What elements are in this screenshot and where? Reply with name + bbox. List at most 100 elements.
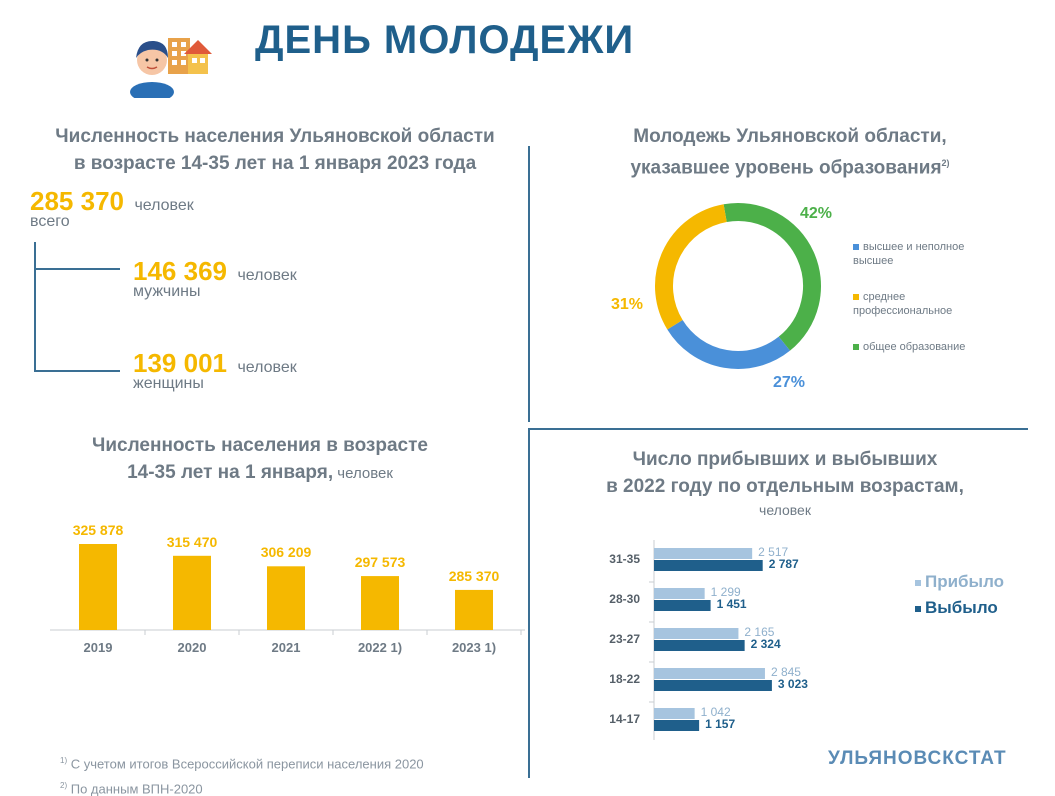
education-title-line2: указавшее уровень образования2) (560, 150, 1020, 181)
population-title: Численность населения Ульяновской област… (20, 123, 530, 177)
tree-vertical-line (34, 242, 36, 372)
age-group-label: 28-30 (609, 592, 640, 606)
age-group-label: 31-35 (609, 552, 640, 566)
female-block: 139 001 человек женщины (133, 348, 297, 393)
migration-title-unit: человек (759, 502, 811, 518)
bar-category-label: 2023 1) (451, 640, 497, 655)
migration-title-line2: в 2022 году по отдельным возрастам, (606, 476, 964, 497)
donut-legend-item: общее образование (853, 340, 1003, 354)
education-title: Молодежь Ульяновской области, указавшее … (560, 123, 1020, 181)
bar-2021 (267, 566, 305, 630)
female-sub: женщины (133, 375, 204, 392)
arrived-bar-28-30 (654, 588, 705, 599)
bar-2020 (173, 555, 211, 630)
age-group-label: 14-17 (609, 712, 640, 726)
legend-swatch (915, 579, 921, 586)
departed-bar-28-30 (654, 600, 711, 611)
departed-value-label: 2 787 (768, 557, 799, 571)
bar-category-label: 2019 (83, 640, 113, 655)
legend-label: высшее и неполное высшее (853, 241, 965, 267)
arrived-value-label: 1 299 (710, 585, 741, 599)
bars-title: Численность населения в возрасте 14-35 л… (20, 432, 500, 487)
total-sub: всего (30, 213, 70, 230)
bar-20221 (361, 576, 399, 630)
male-value: 146 369 (133, 256, 227, 286)
legend-swatch (853, 244, 859, 251)
arrived-value-label: 1 042 (700, 705, 731, 719)
donut-slice-31 (655, 204, 727, 330)
arrived-value-label: 2 517 (758, 545, 789, 559)
departed-bar-14-17 (654, 720, 700, 731)
migration-legend: Прибыло Выбыло (915, 572, 1004, 624)
bar-value-label: 306 209 (260, 544, 312, 561)
footnote-2-text: По данным ВПН-2020 (67, 781, 203, 796)
bar-2019 (79, 544, 117, 630)
legend-label: среднее профессиональное (853, 291, 953, 317)
population-title-line1: Численность населения Ульяновской област… (55, 126, 495, 147)
legend-label: общее образование (863, 341, 966, 353)
footnote-1-text: С учетом итогов Всероссийской переписи н… (67, 756, 424, 772)
departed-bar-18-22 (654, 680, 772, 691)
population-bars-svg (50, 544, 525, 635)
bar-value-label: 297 573 (354, 554, 406, 571)
departed-value-label: 2 324 (750, 637, 781, 651)
brand-logo-text: УЛЬЯНОВСКСТАТ (828, 748, 1007, 769)
donut-slice-27 (667, 319, 791, 369)
departed-bar-23-27 (654, 640, 745, 651)
footnote-2: 2) По данным ВПН-2020 (60, 781, 203, 796)
bars-title-line2: 14-35 лет на 1 января, человек (20, 459, 500, 487)
donut-legend-item: среднее профессиональное (853, 290, 1003, 318)
departed-bar-31-35 (654, 560, 763, 571)
bar-category-label: 2022 1) (357, 640, 403, 655)
education-title-line1: Молодежь Ульяновской области, (633, 126, 947, 147)
legend-swatch (853, 344, 859, 351)
donut-legend-item: высшее и неполное высшее (853, 240, 1003, 268)
departed-value-label: 3 023 (777, 677, 808, 691)
total-value: 285 370 (30, 186, 124, 216)
bar-value-label: 325 878 (72, 522, 124, 538)
tree-branch-female (34, 370, 120, 372)
donut-slice-42 (723, 203, 821, 351)
arrived-bar-18-22 (654, 668, 765, 679)
female-value: 139 001 (133, 348, 227, 378)
bar-value-label: 315 470 (166, 533, 218, 550)
population-title-line2: в возрасте 14-35 лет на 1 января 2023 го… (73, 153, 477, 174)
donut-label-42: 42% (800, 205, 833, 222)
arrived-bar-23-27 (654, 628, 739, 639)
tree-branch-male (34, 268, 120, 270)
legend-swatch (915, 605, 921, 612)
youth-house-icon (128, 28, 213, 102)
migration-legend-item: Выбыло (915, 598, 1004, 618)
bar-value-label: 285 370 (448, 567, 500, 584)
departed-value-label: 1 157 (705, 717, 736, 731)
vertical-divider (528, 146, 530, 422)
bar-20231 (455, 589, 493, 630)
education-title-sup: 2) (941, 158, 950, 168)
page-title: ДЕНЬ МОЛОДЕЖИ (255, 18, 635, 62)
legend-label: Выбыло (925, 598, 998, 617)
footnote-1: 1) С учетом итогов Всероссийской перепис… (60, 756, 424, 771)
age-group-label: 18-22 (609, 672, 640, 686)
horizontal-divider (530, 428, 1028, 430)
donut-legend: высшее и неполное высшее среднее професси… (853, 240, 1003, 354)
total-block: 285 370 человек всего (30, 186, 194, 231)
migration-bars-svg (649, 540, 772, 743)
arrived-value-label: 2 845 (770, 665, 801, 679)
population-bar-chart: 325 878 2019 315 470 2020 306 209 2021 297 573… (50, 500, 525, 665)
bars-title-unit: человек (333, 465, 393, 482)
education-title-line2-text: указавшее уровень образования (630, 157, 942, 179)
donut-label-27: 27% (773, 374, 806, 391)
footnote-1-sup: 1) (60, 756, 68, 765)
bar-category-label: 2021 (271, 640, 301, 655)
migration-title-line1: Число прибывших и выбывших (632, 449, 938, 470)
departed-value-label: 1 451 (716, 597, 747, 611)
male-block: 146 369 человек мужчины (133, 256, 297, 301)
vertical-divider-lower (528, 428, 530, 778)
arrived-value-label: 2 165 (744, 625, 775, 639)
bar-category-label: 2020 (177, 640, 207, 655)
male-unit: человек (237, 267, 297, 284)
migration-bar-chart: 2 517 2 787 31-35 1 299 1 451 28-30 2 165 2 324… (590, 540, 890, 743)
arrived-bar-31-35 (654, 548, 753, 559)
migration-title: Число прибывших и выбывших в 2022 году п… (555, 446, 1015, 520)
age-group-label: 23-27 (609, 632, 640, 646)
